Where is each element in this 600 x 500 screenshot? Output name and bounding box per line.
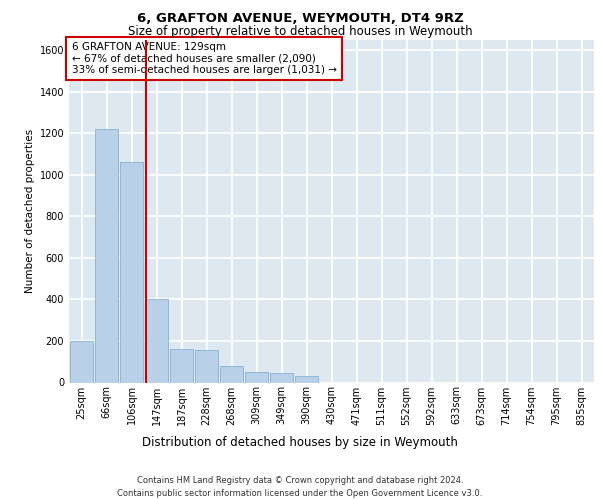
Text: Distribution of detached houses by size in Weymouth: Distribution of detached houses by size … [142, 436, 458, 449]
Bar [95, 130, 118, 382]
Bar [269, 373, 293, 382]
Y-axis label: Number of detached properties: Number of detached properties [25, 129, 35, 294]
Bar [145, 300, 169, 382]
Text: 6, GRAFTON AVENUE, WEYMOUTH, DT4 9RZ: 6, GRAFTON AVENUE, WEYMOUTH, DT4 9RZ [137, 12, 463, 26]
Bar [220, 366, 244, 382]
Text: 6 GRAFTON AVENUE: 129sqm
← 67% of detached houses are smaller (2,090)
33% of sem: 6 GRAFTON AVENUE: 129sqm ← 67% of detach… [71, 42, 337, 75]
Bar [170, 350, 193, 382]
Text: Contains HM Land Registry data © Crown copyright and database right 2024.
Contai: Contains HM Land Registry data © Crown c… [118, 476, 482, 498]
Bar [245, 372, 268, 382]
Text: Size of property relative to detached houses in Weymouth: Size of property relative to detached ho… [128, 25, 472, 38]
Bar [119, 162, 143, 382]
Bar [295, 376, 319, 382]
Bar [194, 350, 218, 382]
Bar [70, 341, 94, 382]
